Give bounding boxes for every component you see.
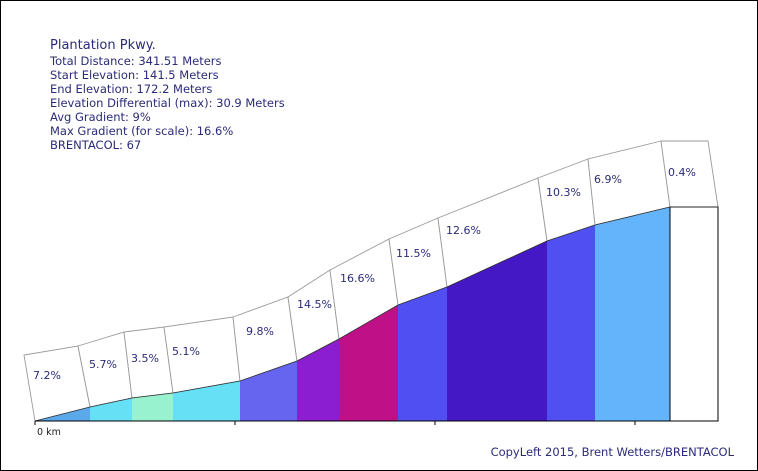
start-elevation: Start Elevation: 141.5 Meters <box>50 68 219 82</box>
gradient-label: 14.5% <box>297 298 332 311</box>
gradient-label: 7.2% <box>33 369 61 382</box>
route-title: Plantation Pkwy. <box>50 38 156 53</box>
elevation-differential: Elevation Differential (max): 30.9 Meter… <box>50 96 285 110</box>
gradient-segment <box>447 241 547 421</box>
gradient-segment <box>132 393 173 421</box>
gradient-label: 10.3% <box>546 186 581 199</box>
gradient-label: 16.6% <box>340 272 375 285</box>
gradient-segment <box>398 287 447 421</box>
gradient-segment <box>173 381 240 421</box>
total-distance: Total Distance: 341.51 Meters <box>50 54 222 68</box>
gradient-label: 6.9% <box>594 173 622 186</box>
info-panel: Plantation Pkwy. Total Distance: 341.51 … <box>50 38 285 152</box>
max-gradient: Max Gradient (for scale): 16.6% <box>50 124 234 138</box>
gradient-segment <box>547 225 595 421</box>
gradient-label: 12.6% <box>446 224 481 237</box>
brentacol-score: BRENTACOL: 67 <box>50 138 142 152</box>
copyleft-credit: CopyLeft 2015, Brent Wetters/BRENTACOL <box>490 445 734 459</box>
profile-edge <box>34 206 718 422</box>
gradient-label: 5.7% <box>89 358 117 371</box>
gradient-segment <box>669 206 719 422</box>
gradient-segment <box>339 305 398 421</box>
gradient-label: 5.1% <box>172 345 200 358</box>
gradient-label: 3.5% <box>131 352 159 365</box>
gradient-segment <box>297 339 339 421</box>
gradient-label: 11.5% <box>396 247 431 260</box>
gradient-label: 9.8% <box>246 325 274 338</box>
end-elevation: End Elevation: 172.2 Meters <box>50 82 213 96</box>
gradient-segment <box>595 207 670 421</box>
gradient-segment <box>90 398 132 421</box>
x-tick-label: 0 km <box>37 427 61 438</box>
gradient-label: 0.4% <box>668 166 696 179</box>
avg-gradient: Avg Gradient: 9% <box>50 110 151 124</box>
